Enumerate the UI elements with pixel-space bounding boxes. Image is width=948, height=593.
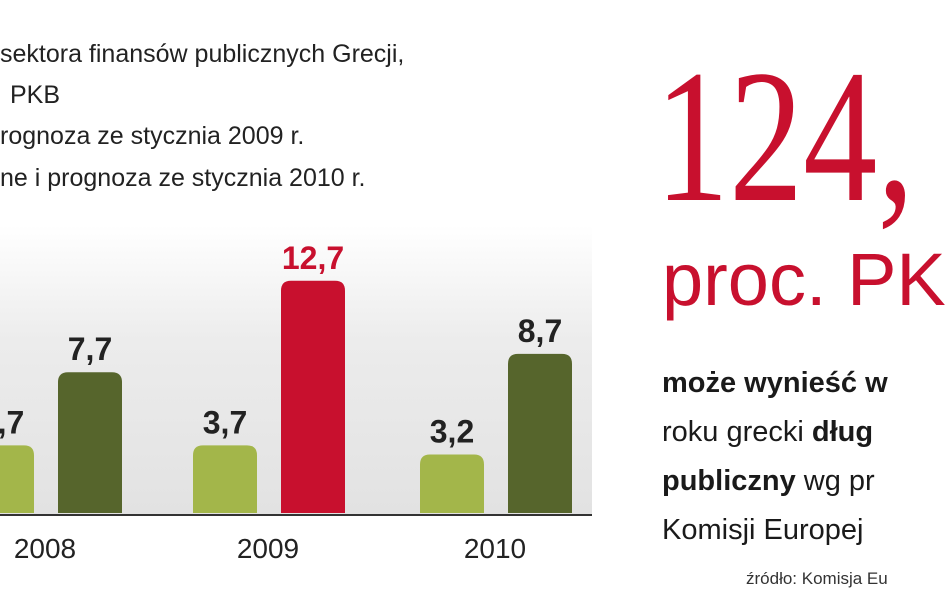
chart-title: sektora finansów publicznych Grecji, (0, 40, 404, 68)
bar (0, 445, 34, 513)
callout-line: roku grecki dług (662, 416, 873, 448)
callout-line: Komisji Europej (662, 514, 863, 546)
data-label: 7,7 (68, 331, 112, 367)
source: źródło: Komisja Eu (746, 569, 888, 588)
data-label: 8,7 (518, 313, 562, 349)
x-tick-label: 2008 (14, 533, 76, 564)
bar (508, 353, 572, 513)
callout-line: może wynieść w (662, 367, 888, 399)
callout-segment: publiczny (662, 465, 796, 497)
x-tick-label: 2009 (237, 533, 299, 564)
callout-segment: Komisji Europej (662, 514, 863, 546)
data-label: 3,2 (430, 413, 474, 449)
bar (193, 445, 257, 513)
x-tick-label: 2010 (464, 533, 526, 564)
data-label: 3,7 (0, 404, 24, 440)
bar (58, 372, 122, 513)
bar (420, 454, 484, 513)
callout-segment: dług (812, 416, 873, 448)
data-label: 12,7 (282, 240, 344, 276)
chart-subtitle: PKB (10, 81, 60, 109)
bar (281, 280, 345, 513)
callout-segment: może wynieść w (662, 367, 888, 399)
callout-unit: proc. PKB (662, 238, 948, 321)
callout-segment: roku grecki (662, 416, 812, 448)
data-label: 3,7 (203, 404, 247, 440)
legend-entry: rognoza ze stycznia 2009 r. (0, 122, 304, 150)
callout-segment: wg pr (796, 465, 875, 497)
callout-line: publiczny wg pr (662, 465, 875, 497)
callout-number: 124, (655, 31, 914, 242)
legend-entry: ne i prognoza ze stycznia 2010 r. (0, 164, 366, 192)
